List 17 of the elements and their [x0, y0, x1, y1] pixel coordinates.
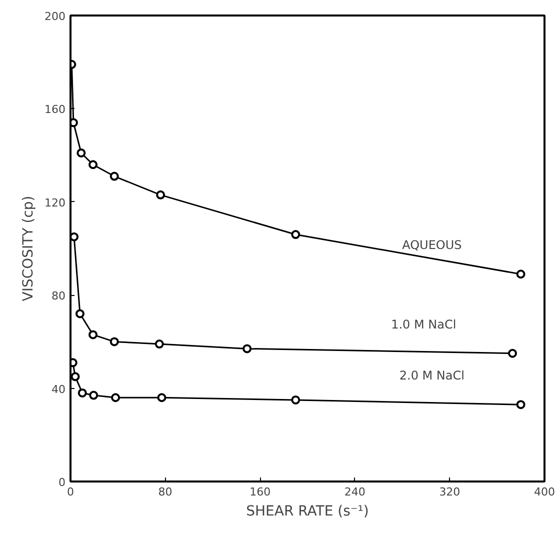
y-tick-label: 80 — [52, 290, 66, 303]
series-label: 2.0 M NaCl — [399, 368, 464, 383]
x-tick-label: 320 — [439, 486, 460, 498]
series-label: 1.0 M NaCl — [391, 317, 456, 332]
x-tick-label: 240 — [344, 486, 366, 498]
y-tick-label: 120 — [44, 196, 66, 210]
y-tick-label: 40 — [52, 382, 66, 396]
y-tick-label: 0 — [58, 476, 66, 489]
x-axis-title: SHEAR RATE (s⁻¹) — [246, 504, 369, 520]
y-tick-label: 200 — [44, 10, 66, 23]
series-label: AQUEOUS — [402, 238, 462, 252]
x-tick-label: 0 — [67, 486, 74, 498]
x-tick-label: 160 — [250, 486, 271, 498]
y-axis-title: VISCOSITY (cp) — [20, 196, 37, 302]
y-tick-label: 160 — [44, 103, 66, 116]
x-tick-label: 80 — [158, 486, 172, 498]
x-tick-label: 400 — [534, 486, 555, 498]
